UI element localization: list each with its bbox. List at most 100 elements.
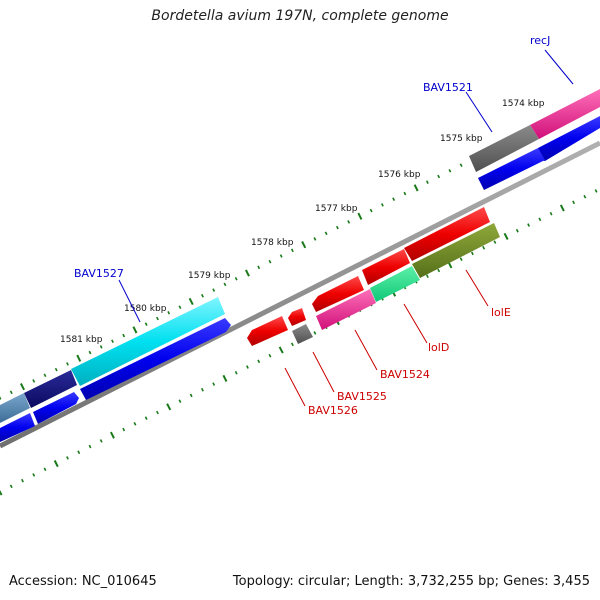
tick-mark: [279, 254, 283, 258]
leader-lold: [403, 303, 428, 344]
leader-bav1521: [465, 91, 493, 133]
tick-mark: [357, 212, 363, 220]
gene-blue-mid[interactable]: [33, 392, 79, 424]
tick-mark: [324, 231, 328, 236]
tick-mark: [32, 473, 36, 477]
kbp-label: 1581 kbp: [60, 335, 103, 345]
tick-mark: [178, 399, 182, 403]
tick-mark: [245, 269, 250, 277]
forward-inner-genes: [0, 116, 600, 442]
tick-mark: [9, 390, 13, 395]
gene-lole-red[interactable]: [404, 207, 490, 261]
gene-recj[interactable]: [530, 89, 600, 139]
gene-blue-right[interactable]: [538, 116, 600, 161]
tick-mark: [470, 251, 474, 256]
tick-mark: [43, 373, 47, 378]
tick-mark: [459, 163, 463, 167]
tick-mark: [155, 410, 159, 415]
tick-mark: [21, 478, 24, 483]
leader-bav1526: [284, 367, 306, 407]
gene-bav1525-gray[interactable]: [292, 324, 313, 344]
gene-bav1527[interactable]: [71, 297, 225, 386]
tick-mark: [88, 444, 92, 449]
gene-blue-bav1521[interactable]: [478, 148, 545, 190]
tick-mark: [133, 422, 137, 426]
gene-bav1524-pink[interactable]: [316, 289, 376, 330]
tick-mark: [437, 174, 441, 179]
tick-mark: [538, 217, 542, 222]
tick-mark: [245, 365, 249, 369]
gene-lold-red[interactable]: [362, 249, 410, 285]
kbp-label: 1579 kbp: [188, 271, 231, 281]
tick-mark: [482, 245, 486, 250]
gene-blue-left[interactable]: [0, 413, 35, 442]
gene-label-lold[interactable]: lolD: [428, 341, 449, 354]
leader-bav1524: [354, 329, 378, 371]
tick-mark: [110, 431, 115, 439]
gene-bav1521[interactable]: [469, 125, 539, 172]
tick-mark: [347, 220, 351, 224]
gene-steel-left[interactable]: [0, 393, 30, 423]
gene-label-recj[interactable]: recJ: [530, 34, 550, 47]
tick-mark: [166, 403, 172, 411]
outer-tick-track: [0, 95, 598, 400]
gene-bav1526-red[interactable]: [247, 316, 288, 346]
gene-bav1524-red[interactable]: [312, 276, 364, 312]
gene-label-lole[interactable]: lolE: [491, 306, 511, 319]
gene-blue-main[interactable]: [80, 318, 231, 400]
tick-mark: [503, 232, 509, 240]
tick-mark: [222, 374, 228, 382]
accession-text: Accession: NC_010645: [9, 574, 157, 589]
genome-backbone: [0, 140, 600, 449]
genome-summary-text: Topology: circular; Length: 3,732,255 bp…: [232, 574, 590, 589]
gene-label-bav1521[interactable]: BAV1521: [423, 81, 473, 94]
tick-mark: [290, 342, 294, 347]
tick-mark: [425, 180, 429, 184]
tick-mark: [43, 467, 47, 472]
tick-mark: [594, 189, 598, 193]
kbp-labels: 1574 kbp 1575 kbp 1576 kbp 1577 kbp 1578…: [60, 99, 545, 345]
tick-mark: [76, 354, 82, 362]
tick-mark: [189, 393, 193, 398]
gene-label-bav1525[interactable]: BAV1525: [337, 390, 387, 403]
gene-label-bav1526[interactable]: BAV1526: [308, 404, 358, 417]
tick-mark: [167, 311, 171, 315]
tick-mark: [549, 211, 553, 216]
tick-mark: [99, 439, 103, 443]
gene-label-bav1524[interactable]: BAV1524: [380, 368, 430, 381]
tick-mark: [392, 197, 396, 201]
gene-labels: recJ BAV1521 BAV1527 lolE lolD BAV1524 B…: [74, 34, 550, 417]
tick-mark: [572, 200, 576, 205]
gene-label-bav1527[interactable]: BAV1527: [74, 267, 124, 280]
leader-bav1525: [312, 351, 335, 393]
tick-mark: [122, 333, 126, 338]
tick-mark: [313, 237, 317, 241]
tick-mark: [448, 169, 452, 173]
gene-bav1525-red[interactable]: [288, 308, 306, 326]
map-title: Bordetella avium 197N, complete genome: [151, 8, 449, 24]
tick-mark: [54, 367, 58, 372]
tick-mark: [200, 293, 204, 298]
gene-navy-left[interactable]: [24, 370, 77, 408]
tick-mark: [20, 383, 25, 391]
tick-mark: [268, 259, 272, 264]
tick-mark: [413, 184, 419, 192]
tick-mark: [132, 326, 138, 334]
tick-mark: [515, 228, 519, 233]
kbp-label: 1575 kbp: [440, 134, 483, 144]
leader-recj: [544, 49, 574, 85]
tick-mark: [380, 203, 384, 207]
leader-lole: [465, 269, 489, 307]
tick-mark: [335, 225, 339, 230]
tick-mark: [493, 240, 497, 244]
gene-lole-olive[interactable]: [412, 223, 500, 278]
tick-mark: [122, 427, 126, 432]
label-leaders: [118, 49, 574, 407]
tick-mark: [437, 268, 441, 273]
tick-mark: [257, 359, 261, 364]
tick-mark: [178, 305, 182, 309]
tick-mark: [32, 379, 36, 383]
gene-lold-teal[interactable]: [370, 266, 420, 302]
tick-mark: [212, 288, 216, 292]
